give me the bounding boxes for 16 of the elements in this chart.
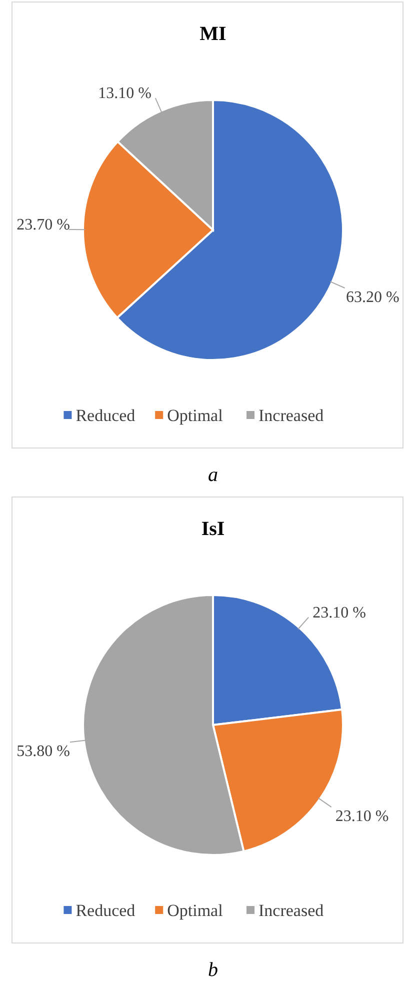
data-label: 23.70 % <box>16 216 70 234</box>
legend-label: Reduced <box>76 406 136 425</box>
data-label: 63.20 % <box>346 289 400 306</box>
data-label: 13.10 % <box>98 85 152 102</box>
data-label: 23.10 % <box>335 808 389 826</box>
text: a <box>208 464 218 486</box>
chart-title: MI <box>200 23 227 45</box>
data-label: 53.80 % <box>16 743 70 760</box>
legend-label: Optimal <box>167 901 224 920</box>
text: b <box>208 959 218 981</box>
legend-label: Increased <box>258 406 324 425</box>
legend-label: Optimal <box>167 406 224 425</box>
legend-label: Reduced <box>76 901 136 920</box>
legend-label: Increased <box>258 901 324 920</box>
data-label: 23.10 % <box>312 604 366 622</box>
chart-title: IsI <box>201 518 225 540</box>
